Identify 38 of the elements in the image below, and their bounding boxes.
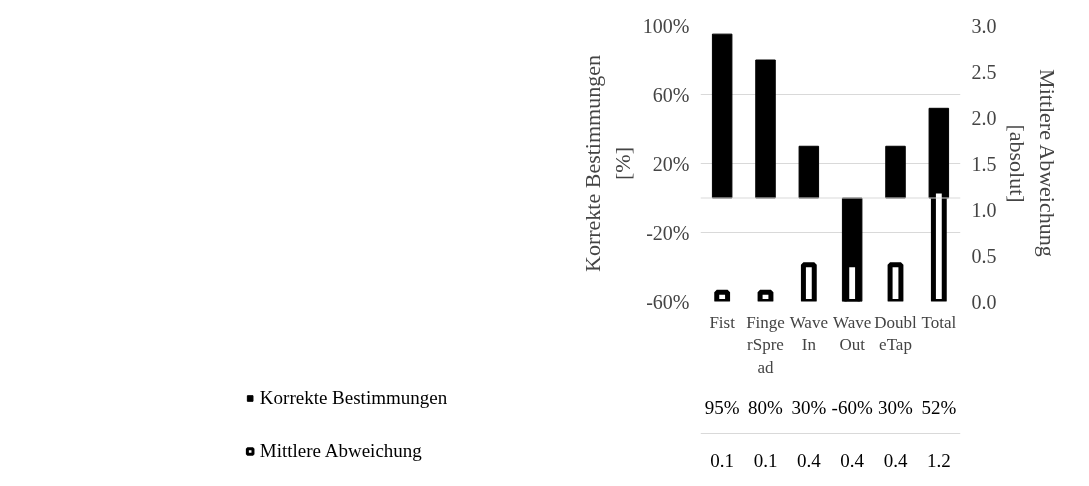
x-tick-label: Wave In: [789, 312, 828, 355]
y2-tick-label: 3.0: [971, 14, 997, 37]
legend-label: Mittlere Abweichung: [259, 438, 422, 463]
y-tick-label: -60%: [646, 290, 690, 313]
y-tick-label: -20%: [646, 221, 690, 244]
y2-tick-label: 2.0: [971, 106, 997, 129]
x-tick-label: Fist: [709, 312, 736, 332]
data-label: 95%: [704, 396, 740, 418]
data-label: 0.1: [710, 449, 735, 471]
y2-tick-label: 0.5: [971, 244, 997, 267]
data-label: 1.2: [926, 449, 951, 471]
bar: [885, 145, 906, 199]
data-label: 0.4: [796, 449, 822, 471]
data-label: 0.4: [840, 449, 865, 471]
legend-label: Korrekte Bestimmungen: [259, 385, 448, 410]
y-axis-title: Korrekte Bestimmungen [%]: [579, 55, 635, 272]
x-tick-label: Finge rSpre ad: [746, 312, 785, 378]
x-tick-label: Total: [921, 312, 957, 332]
y2-tick-label: 1.5: [971, 152, 997, 175]
y-tick-label: 60%: [652, 83, 690, 106]
data-label: 0.4: [883, 449, 908, 471]
y2-tick-label: 2.5: [971, 60, 997, 83]
data-label: -60%: [831, 396, 873, 418]
data-label: 52%: [921, 396, 957, 418]
data-label: 0.1: [753, 449, 778, 471]
bar: [755, 59, 776, 199]
bar: [798, 145, 820, 199]
data-label: 30%: [878, 396, 914, 418]
y2-tick-label: 0.0: [971, 290, 997, 313]
x-tick-label: Doubl eTap: [874, 312, 918, 355]
x-tick-label: Wave Out: [833, 312, 872, 355]
y-tick-label: 100%: [642, 14, 690, 37]
bar: [711, 33, 733, 199]
y2-tick-label: 1.0: [971, 198, 997, 221]
data-label: 80%: [748, 396, 784, 418]
y2-axis-title: Mittlere Abweichung [absolut]: [1004, 69, 1060, 257]
data-label: 30%: [791, 396, 827, 418]
y-tick-label: 20%: [652, 152, 690, 175]
